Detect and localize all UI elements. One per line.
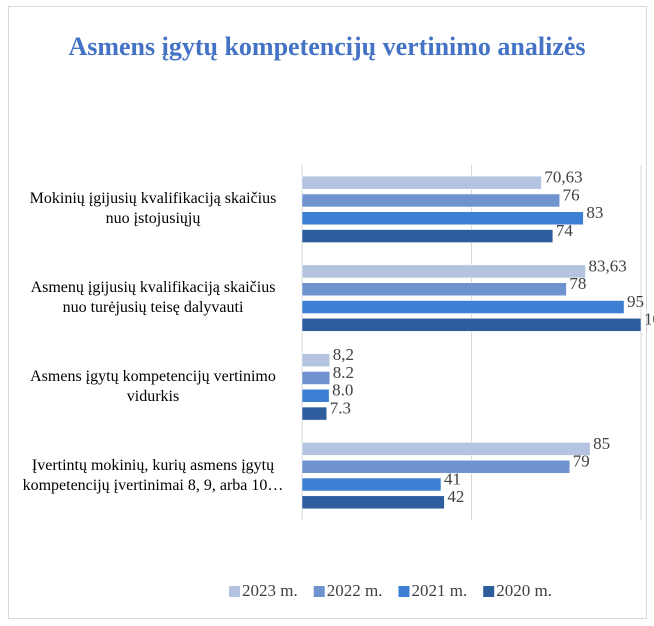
data-label: 8,2 [333,345,354,364]
bar [301,459,571,474]
bar [301,193,560,208]
data-label: 100 [644,310,654,329]
chart-border [8,6,647,619]
category-label: Įvertintų mokinių, kurių asmens įgytų ko… [22,456,284,494]
bar [301,264,586,279]
legend-swatch [313,586,325,597]
legend-swatch [398,586,410,597]
bar [301,495,445,510]
legend-label: 2020 m. [496,581,552,600]
data-label: 83 [586,203,603,222]
legend-label: 2022 m. [327,581,383,600]
bar [301,300,625,314]
bar [301,477,442,492]
data-label: 78 [569,274,586,293]
data-label: 95 [627,292,644,311]
data-label: 74 [556,221,574,240]
bar [301,282,567,296]
data-label: 42 [447,487,464,506]
legend-label: 2023 m. [242,581,298,600]
data-label: 85 [593,434,610,453]
category-label: Asmenų įgijusių kvalifikaciją skaičius n… [30,279,276,317]
category-label: Asmens įgytų kompetencijų vertinimo vidu… [30,367,276,405]
bar [301,371,331,385]
bar [301,229,554,243]
data-label: 41 [444,469,461,488]
bar [301,389,330,403]
bar [301,318,642,332]
bar [301,211,584,226]
data-label: 8.0 [332,381,353,400]
data-label: 7.3 [330,398,351,417]
bar [301,353,331,367]
data-label: 83,63 [589,256,627,275]
legend-swatch [483,586,495,597]
category-label: Mokinių įgijusių kvalifikaciją skaičius … [29,190,277,228]
bar [301,442,591,456]
data-label: 8.2 [333,363,354,382]
data-label: 79 [573,452,590,471]
chart-title: Asmens įgytų kompetencijų vertinimo anal… [68,32,586,61]
legend-swatch [229,586,240,597]
bar [301,175,542,190]
legend-label: 2021 m. [411,581,467,600]
data-label: 70,63 [544,168,582,187]
bar [301,406,327,421]
data-label: 76 [563,185,580,204]
